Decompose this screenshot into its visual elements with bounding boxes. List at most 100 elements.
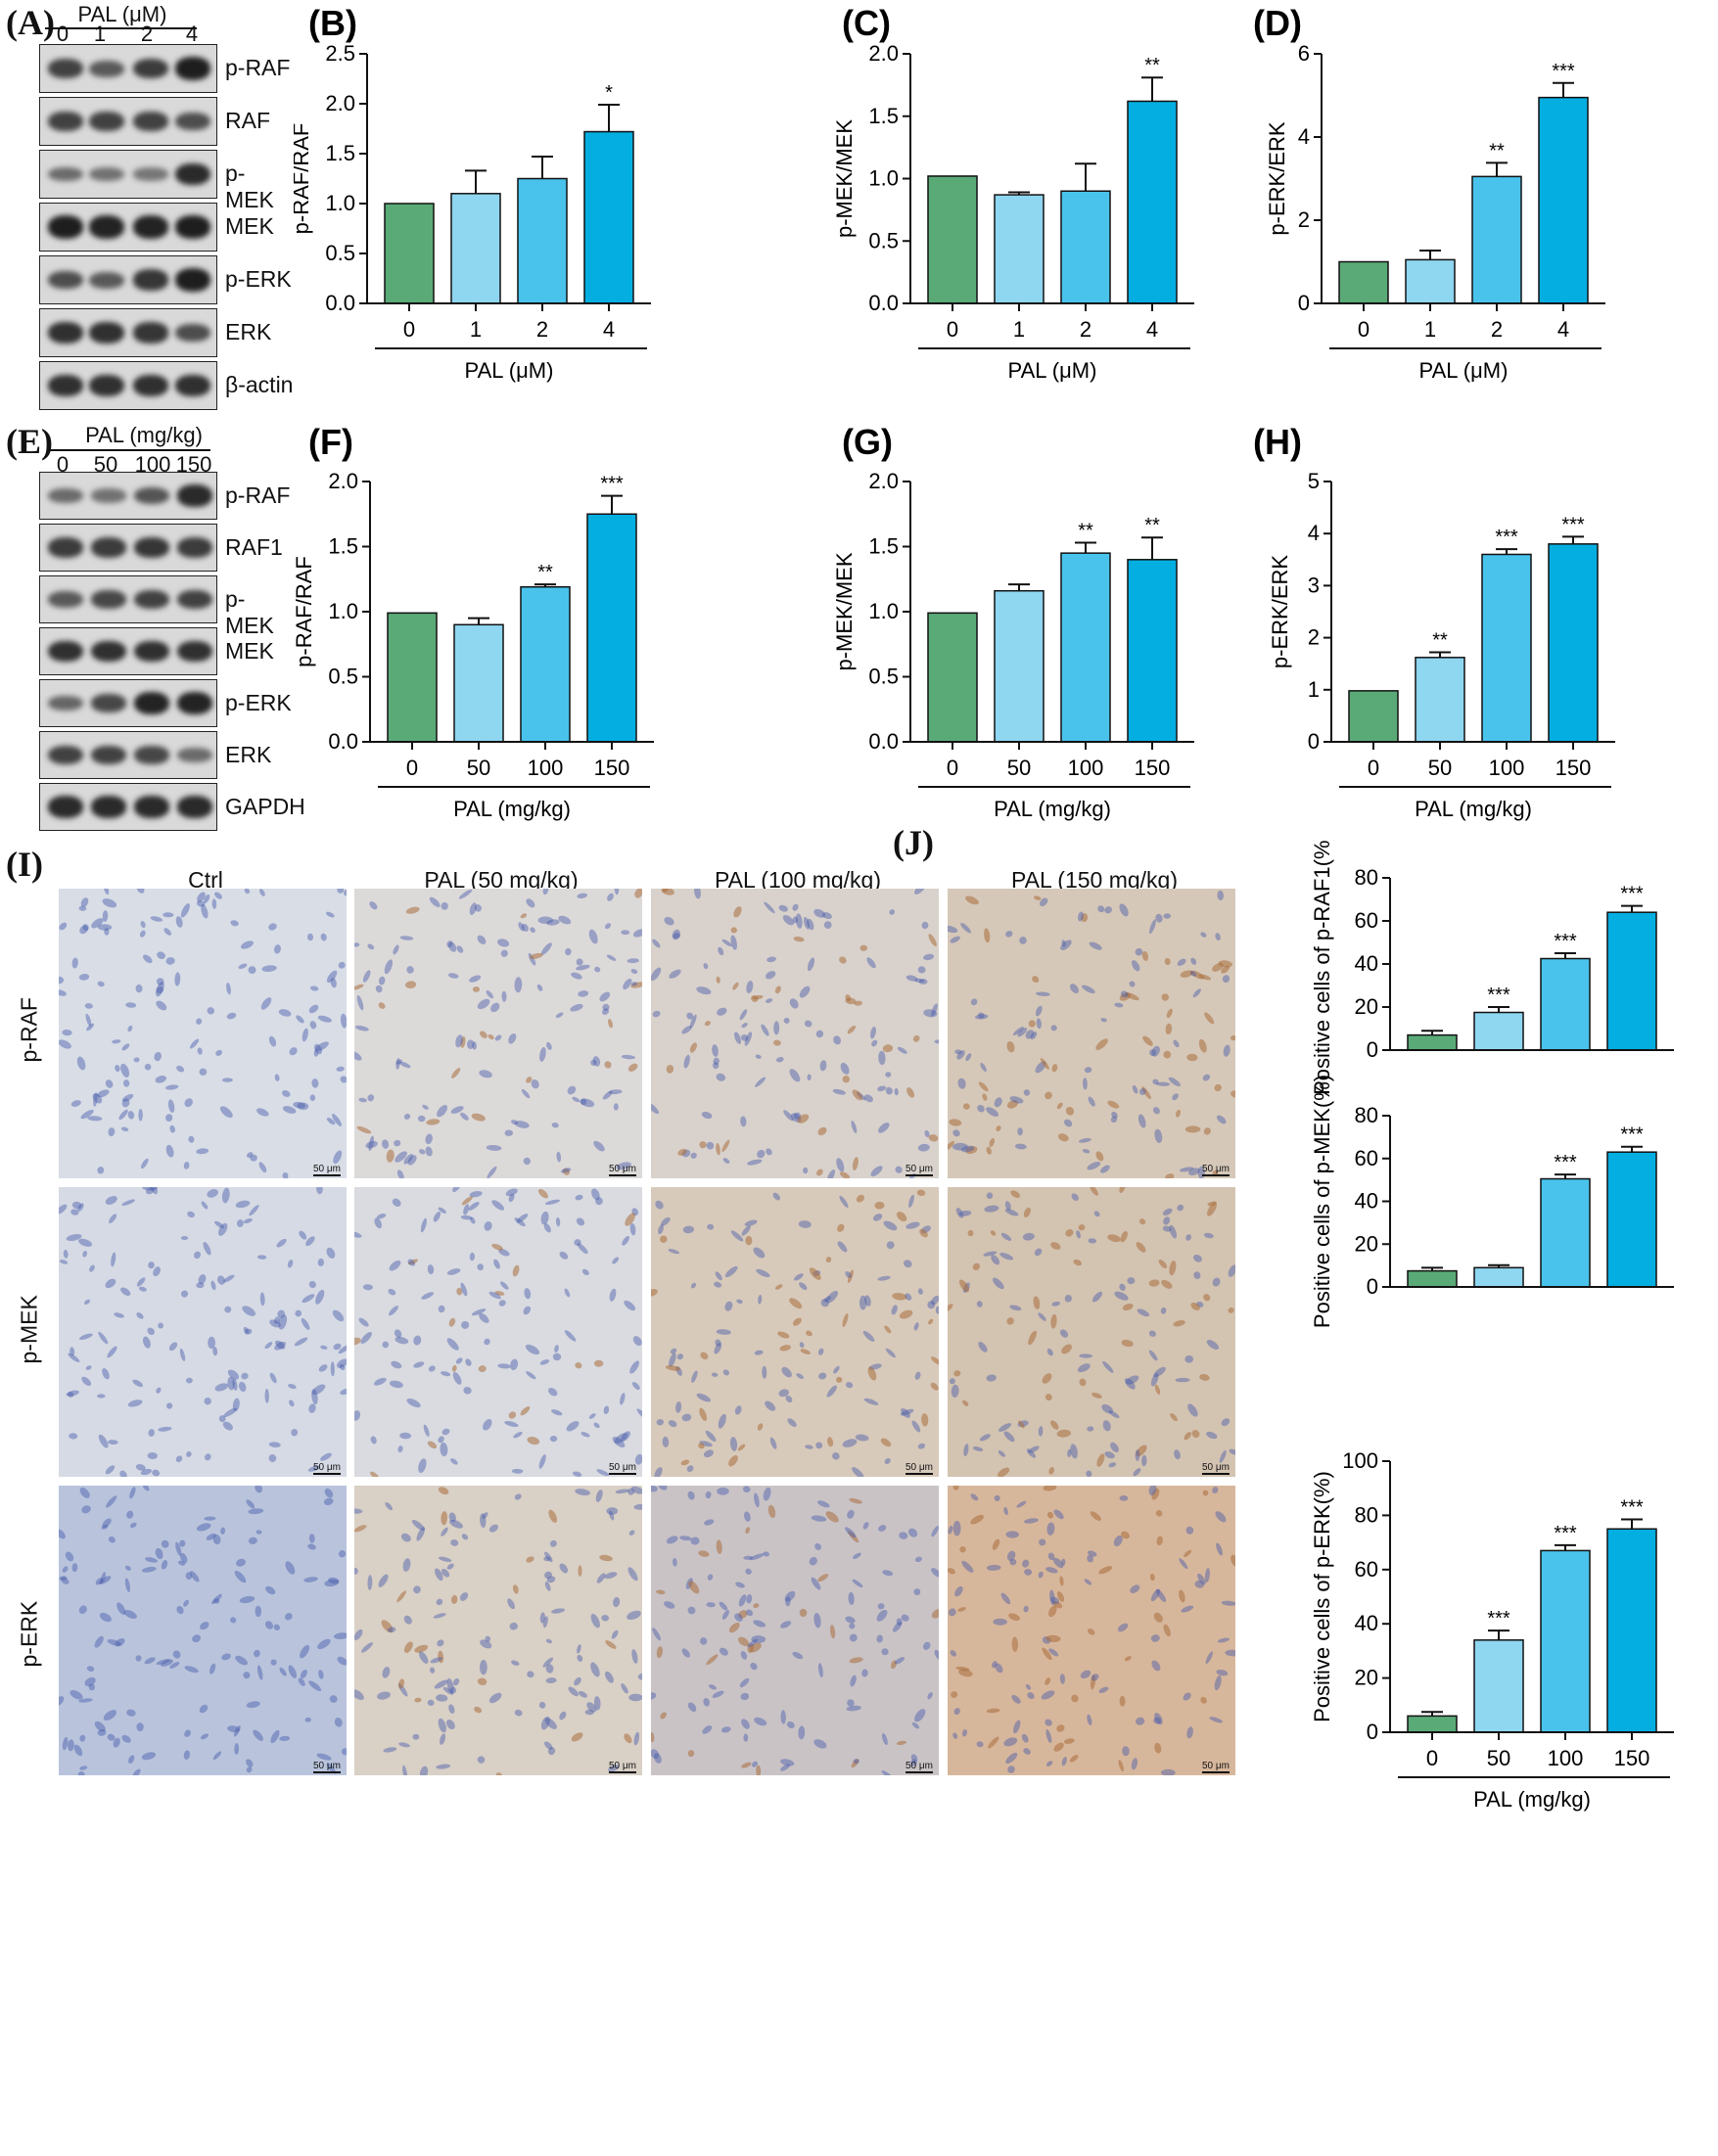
bar [994,194,1045,304]
y-tick-label: 0 [1298,291,1310,315]
significance-mark: *** [1554,931,1577,952]
ihc-col-title: Ctrl [188,867,223,893]
ihc-image: 50 μm [651,889,939,1178]
bar [1473,1266,1524,1288]
y-tick-label: 60 [1355,908,1378,933]
wb-a-band [48,59,83,78]
x-axis-label: PAL (mg/kg) [1415,797,1532,821]
ihc-image: 50 μm [651,1187,939,1477]
wb-e-band [134,691,169,715]
y-tick-label: 60 [1355,1557,1378,1582]
significance-mark: *** [1552,61,1575,82]
bar [586,513,637,743]
wb-e-row [39,575,217,623]
bar [583,130,634,304]
scale-bar: 50 μm [1202,1164,1230,1176]
ihc-col-title: PAL (50 mg/kg) [424,867,579,893]
significance-mark: *** [600,474,624,495]
wb-a-conc: 1 [93,22,107,46]
y-tick-label: 60 [1355,1146,1378,1170]
x-tick-label: 0 [403,317,415,342]
scale-bar: 50 μm [609,1462,636,1475]
bar [1540,1549,1591,1733]
bar [450,193,501,304]
wb-e-row-label: p-ERK [225,689,292,715]
chart-f: (F) 0.0 0.5 1.0 1.5 2.0 p-RAF/RAF 0 50 ** 100 *** 15… [294,422,654,821]
wb-a-band [48,322,83,344]
y-tick-label: 2.0 [868,469,899,493]
wb-e-band [177,589,212,610]
wb-a-band [133,269,168,291]
significance-mark: *** [1620,884,1644,905]
x-axis-label: PAL (μM) [1419,358,1509,383]
wb-e-row [39,524,217,572]
bar [1060,552,1111,743]
wb-a-band [175,57,210,80]
scale-bar: 50 μm [609,1761,636,1773]
ihc-image: 50 μm [948,889,1235,1178]
wb-a-band [133,215,168,239]
wb-e-band [134,796,169,818]
x-tick-label: 100 [1489,756,1525,780]
ihc-row-label: p-RAF [16,997,42,1063]
wb-a-row-label: RAF [225,108,270,133]
ihc-row-label: p-MEK [16,1295,42,1364]
bar [1405,258,1456,304]
wb-e-band [177,748,212,762]
wb-a-row-label: MEK [225,213,274,239]
bar [1415,657,1465,743]
panel-label-e: (E) [6,422,53,461]
wb-a-band [175,268,210,292]
wb-a-row [39,308,217,357]
chart-c: (C) 0.0 0.5 1.0 1.5 2.0 p-MEK/MEK 0 1 2 ** 4 PAL (μM… [832,3,1194,383]
bar [1127,559,1178,743]
wb-a-band [89,166,124,182]
y-tick-label: 0.0 [325,291,355,315]
wb-a-band [89,215,124,239]
panel-label: (G) [842,422,893,462]
wb-e-conc: 0 [56,452,70,477]
bar [1348,690,1399,743]
ihc-col-title: PAL (150 mg/kg) [1010,867,1179,893]
y-axis-label: Positive cells of p-MEK(%) [1310,1075,1334,1328]
x-tick-label: 100 [1548,1746,1584,1770]
wb-a-band [175,323,210,343]
x-tick-label: 4 [603,317,615,342]
wb-e-band [177,537,212,558]
x-tick-label: 0 [947,756,958,780]
wb-e-band [134,589,169,610]
bar [453,623,504,743]
significance-mark: *** [1495,527,1518,548]
wb-e-band [48,796,83,818]
chart-d: (D) 0 2 4 6 p-ERK/ERK 0 1 ** 2 *** 4 PAL (μM) [1253,3,1605,383]
bar [1548,543,1599,743]
ihc-col-title: PAL (100 mg/kg) [714,867,882,893]
y-axis-label: p-MEK/MEK [832,552,857,670]
wb-e-band [91,745,126,765]
x-axis-label: PAL (μM) [1008,358,1097,383]
wb-a-band [48,215,83,239]
wb-a-row [39,44,217,93]
y-tick-label: 1.0 [868,166,899,191]
y-tick-label: 20 [1355,994,1378,1019]
bar [1606,1528,1657,1733]
scale-bar: 50 μm [1202,1462,1230,1475]
scale-bar: 50 μm [609,1164,636,1176]
wb-a-band [175,162,210,186]
bar [384,203,435,304]
bar [927,175,978,304]
x-tick-label: 0 [1368,756,1379,780]
x-tick-label: 0 [1426,1746,1438,1770]
bar [1606,1151,1657,1288]
wb-a-row [39,361,217,410]
bar [994,589,1045,743]
y-tick-label: 1.0 [868,599,899,623]
y-tick-label: 2.0 [868,41,899,66]
wb-a-conc: 4 [185,22,199,46]
y-tick-label: 3 [1308,573,1320,597]
chart-h: (H) 0 1 2 3 4 5 p-ERK/ERK 0 ** 50 *** 100 *** 150 PAL (… [1253,422,1615,821]
wb-e-band [134,486,169,505]
scale-bar: 50 μm [905,1761,933,1773]
scale-bar: 50 μm [313,1462,341,1475]
western-blot-e: PAL (mg/kg) 0 50 100 150 p-RAF RAF1 p-MEK M… [0,419,305,840]
